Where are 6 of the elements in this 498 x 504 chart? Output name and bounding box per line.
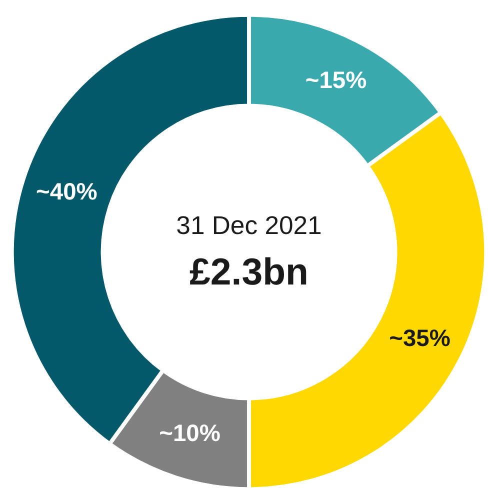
data-label: ~15% [305,68,367,94]
text: £2.3bn [190,250,308,293]
data-label: ~10% [159,421,220,448]
data-label: ~40% [36,180,98,206]
data-label: ~35% [389,326,450,352]
text: 31 Dec 2021 [176,212,322,240]
